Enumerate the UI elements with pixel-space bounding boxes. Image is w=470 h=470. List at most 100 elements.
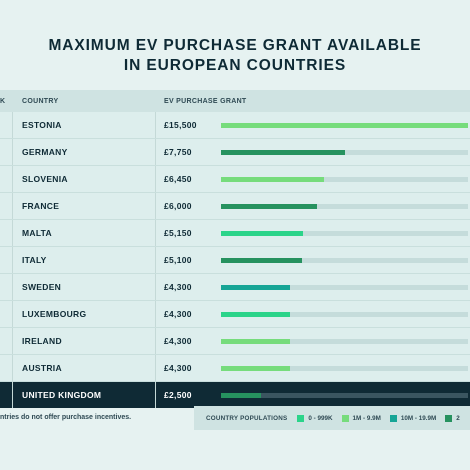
rank-cell [0, 355, 13, 381]
table-header: K COUNTRY EV PURCHASE GRANT [0, 90, 470, 112]
bar-track [221, 177, 468, 182]
column-divider [155, 274, 156, 300]
grant-bar [221, 204, 317, 209]
grant-bar [221, 339, 290, 344]
country-label: UNITED KINGDOM [22, 390, 102, 400]
bar-track [221, 393, 468, 398]
rank-cell [0, 247, 13, 273]
population-legend: COUNTRY POPULATIONS 0 - 999K 1M - 9.9M 10M… [194, 406, 470, 430]
rank-cell [0, 382, 13, 408]
bar-track [221, 366, 468, 371]
column-divider [155, 355, 156, 381]
legend-label: 10M - 19.9M [400, 414, 437, 422]
chart-title-line-2: IN EUROPEAN COUNTRIES [123, 57, 347, 74]
grant-value: £4,300 [164, 309, 192, 319]
grant-value: £6,450 [164, 174, 192, 184]
table-row: SWEDEN £4,300 [0, 274, 470, 301]
country-label: GERMANY [22, 147, 68, 157]
rank-cell [0, 112, 13, 138]
grant-value: £2,500 [164, 390, 192, 400]
rank-cell [0, 274, 13, 300]
legend-swatch [389, 414, 397, 422]
table-row: UNITED KINGDOM £2,500 [0, 382, 470, 408]
rank-cell [0, 301, 13, 327]
grant-value: £5,100 [164, 255, 192, 265]
country-label: FRANCE [22, 201, 60, 211]
header-rank: K [0, 98, 6, 105]
table-row: IRELAND £4,300 [0, 328, 470, 355]
country-label: ITALY [22, 255, 47, 265]
column-divider [155, 193, 156, 219]
bar-track [221, 258, 468, 263]
legend-item: 0 - 999K [297, 414, 333, 422]
country-label: IRELAND [22, 336, 62, 346]
legend-item: 2 [445, 414, 460, 422]
grant-table: K COUNTRY EV PURCHASE GRANT ESTONIA £15,5… [0, 90, 470, 408]
column-divider [155, 220, 156, 246]
grant-bar [221, 312, 290, 317]
column-divider [155, 328, 156, 354]
bar-track [221, 204, 468, 209]
grant-bar [221, 258, 302, 263]
grant-value: £5,150 [164, 228, 192, 238]
legend-items: 0 - 999K 1M - 9.9M 10M - 19.9M 2 [297, 414, 468, 422]
table-row: GERMANY £7,750 [0, 139, 470, 166]
country-label: SLOVENIA [22, 174, 68, 184]
column-divider [155, 139, 156, 165]
header-country: COUNTRY [22, 98, 59, 105]
table-row: ITALY £5,100 [0, 247, 470, 274]
grant-bar [221, 123, 468, 128]
chart-title-line-1: MAXIMUM EV PURCHASE GRANT AVAILABLE [48, 37, 422, 54]
country-label: ESTONIA [22, 120, 62, 130]
grant-value: £4,300 [164, 282, 192, 292]
grant-value: £4,300 [164, 336, 192, 346]
country-label: SWEDEN [22, 282, 62, 292]
grant-value: £6,000 [164, 201, 192, 211]
country-label: LUXEMBOURG [22, 309, 87, 319]
legend-item: 1M - 9.9M [341, 414, 381, 422]
grant-value: £4,300 [164, 363, 192, 373]
bar-track [221, 231, 468, 236]
column-divider [155, 301, 156, 327]
legend-title: COUNTRY POPULATIONS [206, 414, 288, 422]
footer: ntries do not offer purchase incentives.… [0, 402, 470, 432]
grant-bar [221, 231, 303, 236]
legend-swatch [297, 414, 305, 422]
footnote: ntries do not offer purchase incentives. [0, 414, 132, 421]
grant-value: £15,500 [164, 120, 197, 130]
table-row: MALTA £5,150 [0, 220, 470, 247]
grant-bar [221, 285, 290, 290]
header-grant: EV PURCHASE GRANT [164, 98, 247, 105]
column-divider [155, 382, 156, 408]
country-label: AUSTRIA [22, 363, 62, 373]
legend-label: 2 [456, 414, 460, 422]
table-row: LUXEMBOURG £4,300 [0, 301, 470, 328]
table-row: FRANCE £6,000 [0, 193, 470, 220]
grant-value: £7,750 [164, 147, 192, 157]
legend-label: 1M - 9.9M [352, 414, 381, 422]
chart-title: MAXIMUM EV PURCHASE GRANT AVAILABLE IN E… [0, 36, 470, 76]
grant-bar [221, 366, 290, 371]
grant-bar [221, 393, 261, 398]
table-body: ESTONIA £15,500 GERMANY £7,750 SLOVENIA £6,45… [0, 112, 470, 408]
rank-cell [0, 139, 13, 165]
grant-bar [221, 150, 345, 155]
legend-item: 10M - 19.9M [389, 414, 437, 422]
legend-label: 0 - 999K [308, 414, 333, 422]
rank-cell [0, 166, 13, 192]
table-row: ESTONIA £15,500 [0, 112, 470, 139]
column-divider [155, 166, 156, 192]
column-divider [155, 112, 156, 138]
column-divider [155, 247, 156, 273]
bar-track [221, 123, 468, 128]
legend-swatch [445, 414, 453, 422]
rank-cell [0, 193, 13, 219]
rank-cell [0, 328, 13, 354]
bar-track [221, 285, 468, 290]
country-label: MALTA [22, 228, 52, 238]
rank-cell [0, 220, 13, 246]
legend-swatch [341, 414, 349, 422]
grant-bar [221, 177, 324, 182]
bar-track [221, 339, 468, 344]
bar-track [221, 312, 468, 317]
